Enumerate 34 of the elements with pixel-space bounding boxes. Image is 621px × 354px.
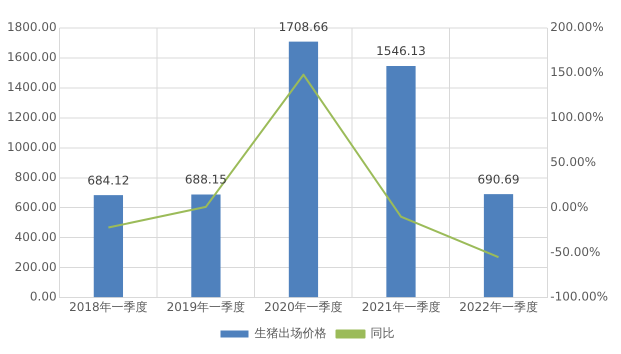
y-tick-label: 200.00 <box>14 260 57 274</box>
x-tick-label: 2022年一季度 <box>459 300 538 314</box>
y-tick-label: 1600.00 <box>7 50 57 64</box>
data-label: 1708.66 <box>278 20 328 34</box>
y2-tick-label: -50.00% <box>550 244 600 259</box>
data-label: 1546.13 <box>376 44 426 58</box>
x-tick-label: 2021年一季度 <box>362 300 440 314</box>
y2-tick-label: -100.00% <box>550 290 608 304</box>
y2-tick-label: 0.00% <box>550 200 588 214</box>
data-label: 690.69 <box>478 172 520 186</box>
y-tick-label: 1200.00 <box>7 110 57 124</box>
legend-label: 生猪出场价格 <box>254 326 326 340</box>
y2-tick-label: 50.00% <box>550 154 596 169</box>
x-tick-label: 2018年一季度 <box>69 300 148 314</box>
y-tick-label: 1000.00 <box>7 140 57 154</box>
data-label: 688.15 <box>184 172 227 187</box>
y2-tick-label: 200.00% <box>550 20 604 34</box>
legend-label: 同比 <box>370 326 394 340</box>
y-tick-label: 1400.00 <box>7 80 57 94</box>
bar <box>288 42 318 298</box>
bar <box>94 195 124 298</box>
y-tick-label: 0.00 <box>30 290 57 304</box>
data-label: 684.12 <box>87 173 130 188</box>
y-tick-label: 800.00 <box>14 170 57 184</box>
bar <box>191 194 221 298</box>
y-tick-label: 600.00 <box>14 200 57 214</box>
bar <box>386 66 416 298</box>
x-tick-label: 2019年一季度 <box>166 300 246 314</box>
y-tick-label: 1800.00 <box>7 20 57 34</box>
y-tick-label: 400.00 <box>14 230 57 244</box>
bar <box>484 194 514 298</box>
x-tick-label: 2020年一季度 <box>264 300 343 314</box>
y2-tick-label: 150.00% <box>550 65 604 80</box>
y2-tick-label: 100.00% <box>550 110 604 124</box>
